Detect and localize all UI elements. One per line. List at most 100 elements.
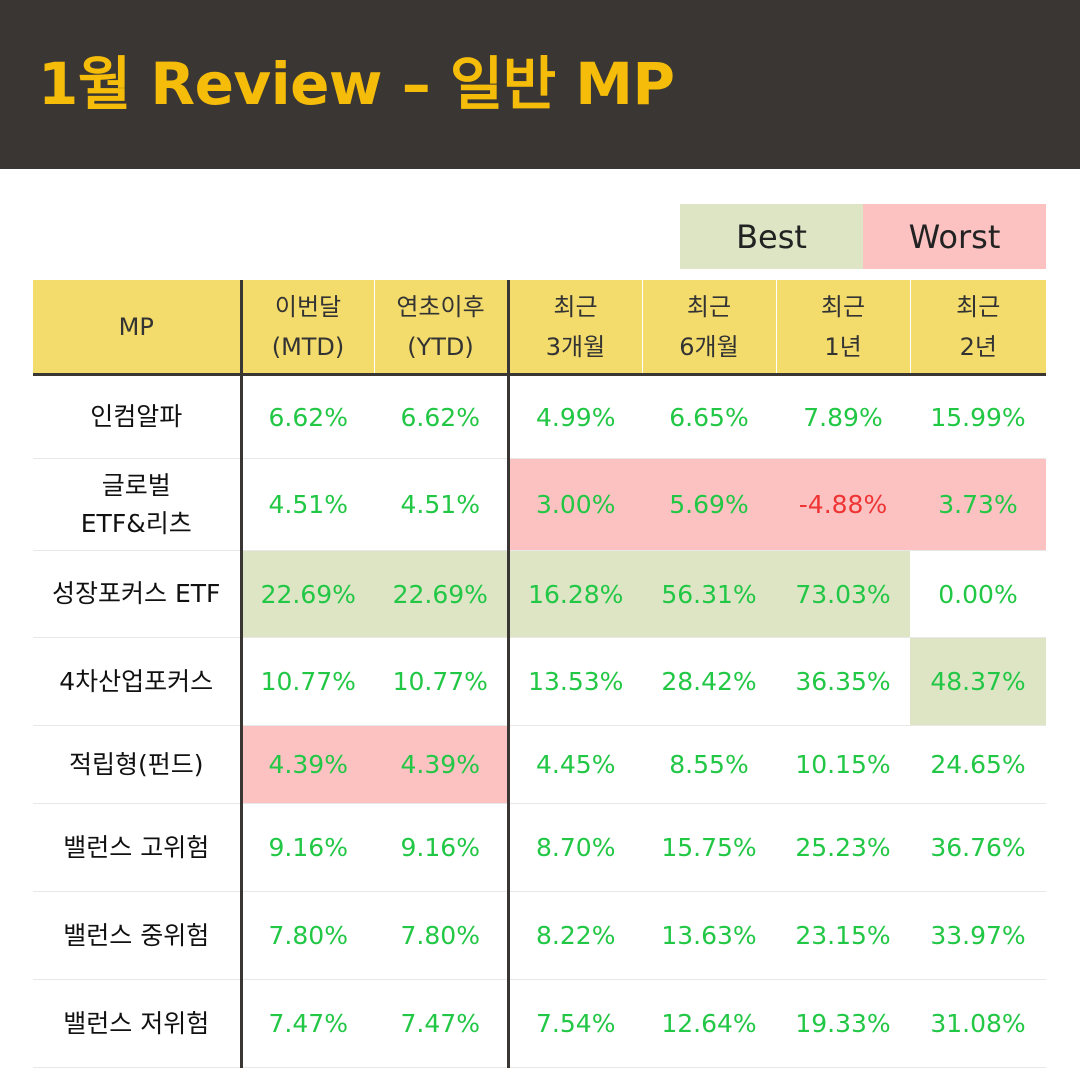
- table-row: 적립형(펀드) 4.39% 4.39% 4.45% 8.55% 10.15% 24.65%: [33, 725, 1046, 804]
- return-cell: 22.69%: [374, 550, 510, 638]
- return-cell: 56.31%: [642, 550, 776, 638]
- col-header-line: 2년: [959, 332, 997, 361]
- col-header-line: 1년: [824, 332, 862, 361]
- return-cell: 4.45%: [508, 725, 642, 804]
- col-header-line: MP: [118, 312, 154, 341]
- return-cell: 28.42%: [642, 637, 776, 726]
- mp-name-line: 적립형(펀드): [68, 749, 204, 779]
- table-row: 밸런스 중위험 7.80% 7.80% 8.22% 13.63% 23.15% 33.97%: [33, 891, 1046, 980]
- table-row: 글로벌 ETF&리츠 4.51% 4.51% 3.00% 5.69% -4.88% 3.73%: [33, 458, 1046, 551]
- return-cell: 6.62%: [374, 374, 510, 459]
- mp-name-line: ETF&리츠: [80, 508, 192, 538]
- table-row: 인컴알파 6.62% 6.62% 4.99% 6.65% 7.89% 15.99%: [33, 374, 1046, 459]
- return-cell: -4.88%: [776, 458, 910, 551]
- col-header-6m: 최근 6개월: [641, 280, 776, 376]
- col-header-line: 최근: [553, 292, 598, 321]
- return-cell: 7.80%: [374, 891, 510, 980]
- return-cell: 15.99%: [910, 374, 1046, 459]
- return-cell: 16.28%: [508, 550, 642, 638]
- table-header-row: MP 이번달 (MTD) 연초이후 (YTD) 최근 3개월 최근 6개월 최근…: [33, 280, 1046, 376]
- page-title: 1월 Review – 일반 MP: [38, 50, 675, 118]
- return-cell: 12.64%: [642, 979, 776, 1068]
- col-header-3m: 최근 3개월: [507, 280, 642, 376]
- mp-name-line: 밸런스 고위험: [63, 832, 210, 862]
- mp-name-line: 성장포커스 ETF: [52, 579, 221, 608]
- return-cell: 33.97%: [910, 891, 1046, 980]
- return-cell: 4.51%: [241, 458, 374, 551]
- return-cell: 36.35%: [776, 637, 910, 726]
- return-cell: 31.08%: [910, 979, 1046, 1068]
- return-cell: 7.54%: [508, 979, 642, 1068]
- mp-name-line: 밸런스 저위험: [63, 1008, 210, 1038]
- table-row: 밸런스 고위험 9.16% 9.16% 8.70% 15.75% 25.23% 36.76%: [33, 803, 1046, 892]
- return-cell: 8.70%: [508, 803, 642, 892]
- returns-table: MP 이번달 (MTD) 연초이후 (YTD) 최근 3개월 최근 6개월 최근…: [33, 280, 1046, 1068]
- return-cell: 48.37%: [910, 637, 1046, 726]
- mp-name-cell: 밸런스 고위험: [33, 803, 243, 892]
- table-body: 인컴알파 6.62% 6.62% 4.99% 6.65% 7.89% 15.99% 글로벌 ET…: [33, 374, 1046, 1068]
- return-cell: 9.16%: [374, 803, 510, 892]
- return-cell: 24.65%: [910, 725, 1046, 804]
- mp-name-line: 4차산업포커스: [59, 666, 214, 696]
- col-header-line: 연초이후: [396, 292, 485, 321]
- col-header-line: 이번달: [274, 292, 342, 321]
- mp-name-cell: 밸런스 저위험: [33, 979, 243, 1068]
- mp-name-cell: 인컴알파: [33, 374, 243, 459]
- return-cell: 3.00%: [508, 458, 642, 551]
- col-header-mtd: 이번달 (MTD): [240, 280, 374, 376]
- mp-name-line: 인컴알파: [90, 402, 183, 431]
- table-row: 밸런스 저위험 7.47% 7.47% 7.54% 12.64% 19.33% 31.08%: [33, 979, 1046, 1068]
- return-cell: 10.77%: [374, 637, 510, 726]
- return-cell: 7.80%: [241, 891, 374, 980]
- return-cell: 13.63%: [642, 891, 776, 980]
- return-cell: 4.99%: [508, 374, 642, 459]
- col-header-line: 6개월: [679, 332, 739, 361]
- return-cell: 7.47%: [241, 979, 374, 1068]
- return-cell: 22.69%: [241, 550, 374, 638]
- col-header-1y: 최근 1년: [775, 280, 910, 376]
- return-cell: 15.75%: [642, 803, 776, 892]
- return-cell: 10.15%: [776, 725, 910, 804]
- return-cell: 7.47%: [374, 979, 510, 1068]
- return-cell: 7.89%: [776, 374, 910, 459]
- return-cell: 5.69%: [642, 458, 776, 551]
- return-cell: 23.15%: [776, 891, 910, 980]
- return-cell: 10.77%: [241, 637, 374, 726]
- mp-name-cell: 글로벌 ETF&리츠: [33, 458, 243, 551]
- col-header-line: 최근: [956, 292, 1001, 321]
- col-header-mp: MP: [33, 280, 243, 376]
- return-cell: 4.39%: [241, 725, 374, 804]
- mp-name-cell: 적립형(펀드): [33, 725, 243, 804]
- header-bar: 1월 Review – 일반 MP: [0, 0, 1080, 169]
- return-cell: 13.53%: [508, 637, 642, 726]
- legend-best: Best: [680, 204, 863, 269]
- return-cell: 0.00%: [910, 550, 1046, 638]
- return-cell: 36.76%: [910, 803, 1046, 892]
- return-cell: 9.16%: [241, 803, 374, 892]
- col-header-line: 3개월: [545, 332, 606, 361]
- return-cell: 73.03%: [776, 550, 910, 638]
- table-row: 4차산업포커스 10.77% 10.77% 13.53% 28.42% 36.35% 48.…: [33, 637, 1046, 726]
- mp-name-line: 밸런스 중위험: [63, 920, 210, 950]
- return-cell: 25.23%: [776, 803, 910, 892]
- col-header-2y: 최근 2년: [909, 280, 1046, 376]
- col-header-line: (YTD): [407, 332, 474, 361]
- mp-name-cell: 밸런스 중위험: [33, 891, 243, 980]
- legend-worst: Worst: [863, 204, 1046, 269]
- return-cell: 6.62%: [241, 374, 374, 459]
- return-cell: 4.39%: [374, 725, 510, 804]
- col-header-line: 최근: [820, 292, 866, 321]
- mp-name-cell: 성장포커스 ETF: [33, 550, 243, 638]
- col-header-line: (MTD): [271, 332, 345, 361]
- return-cell: 8.22%: [508, 891, 642, 980]
- return-cell: 3.73%: [910, 458, 1046, 551]
- return-cell: 8.55%: [642, 725, 776, 804]
- return-cell: 4.51%: [374, 458, 510, 551]
- mp-name-cell: 4차산업포커스: [33, 637, 243, 726]
- table-row: 성장포커스 ETF 22.69% 22.69% 16.28% 56.31% 73.03% 0…: [33, 550, 1046, 638]
- col-header-line: 최근: [686, 292, 732, 321]
- return-cell: 6.65%: [642, 374, 776, 459]
- return-cell: 19.33%: [776, 979, 910, 1068]
- col-header-ytd: 연초이후 (YTD): [373, 280, 510, 376]
- mp-name-line: 글로벌: [101, 470, 171, 500]
